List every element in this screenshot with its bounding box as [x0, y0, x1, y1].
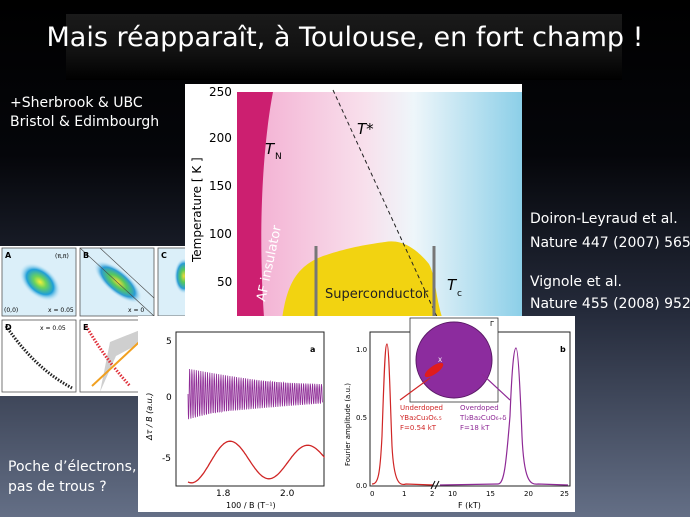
pd-label-tn: T — [265, 140, 276, 158]
panel-b-axis-break — [430, 480, 436, 490]
groups-line-1: +Sherbrook & UBC — [10, 95, 143, 111]
panel-a-oscillation-underdoped — [187, 440, 325, 484]
panel-b-xtick: 20 — [524, 490, 533, 498]
panel-a-xlabel: 100 / B (T⁻¹) — [226, 501, 276, 510]
panel-a-ytick: 0 — [166, 393, 172, 403]
pd-ylabel: Temperature [ K ] — [190, 157, 204, 263]
inset-gamma-label: Γ — [490, 320, 494, 328]
electron-pocket — [424, 362, 444, 378]
title-band — [66, 14, 622, 80]
arpes-corner-bottom: (0,0) — [4, 307, 18, 314]
pd-sc-dome — [281, 241, 447, 330]
arpes-panel-b: B x = 0 — [79, 247, 155, 317]
pd-ytick: 100 — [209, 227, 232, 241]
phase-diagram: 250 200 150 100 50 Temperature [ K ] T N… — [185, 84, 522, 331]
pd-ytick: 150 — [209, 179, 232, 193]
ref-doiron-authors: Doiron-Leyraud et al. — [530, 211, 678, 227]
panel-b-ytick: 0.0 — [356, 482, 367, 490]
pd-label-tstar: T* — [357, 120, 374, 138]
overdoped-compound: Tl₂Ba₂CuO₆₊δ — [459, 414, 507, 422]
panel-b-xtick: 0 — [370, 490, 374, 498]
panel-a-label: a — [310, 345, 315, 354]
pd-tstar-line — [332, 89, 444, 331]
arpes-corner-top: (π,π) — [55, 253, 69, 260]
arpes-label-c: C — [161, 251, 167, 260]
panel-b-label: b — [560, 345, 566, 354]
panel-b-peak-overdoped — [439, 347, 569, 486]
panel-b-peak-underdoped — [371, 343, 434, 486]
pd-label-tn-sub: N — [275, 152, 282, 162]
pd-ytick: 200 — [209, 131, 232, 145]
panel-a-ytick: -5 — [162, 454, 171, 464]
question-line-2: pas de trous ? — [8, 479, 107, 495]
panel-b-xtick: 1 — [402, 490, 406, 498]
arpes-panel-d: D x = 0.05 — [1, 319, 77, 393]
panel-b-xlabel: F (kT) — [458, 501, 481, 510]
oscillation-figure: a 5 0 -5 1.8 2.0 100 / B (T⁻¹) Δτ / B (a… — [138, 316, 575, 512]
panel-a-ytick: 5 — [166, 337, 172, 347]
overdoped-frequency: F=18 kT — [460, 424, 490, 432]
panel-b-axis-break — [434, 480, 440, 490]
panel-a-ylabel: Δτ / B (a.u.) — [145, 393, 154, 441]
panel-b-ytick: 0.5 — [356, 414, 367, 422]
arpes-label-b: B — [83, 251, 89, 260]
underdoped-label: Underdoped — [400, 404, 443, 412]
panel-a-oscillation — [187, 368, 323, 420]
groups-line-2: Bristol & Edimbourgh — [10, 114, 160, 130]
panel-b-xtick: 15 — [486, 490, 495, 498]
pd-ytick: 50 — [217, 275, 232, 289]
arpes-doping-b: x = 0 — [128, 307, 144, 314]
arpes-label-a: A — [5, 251, 12, 260]
underdoped-compound: YBa₂Cu₃O₆.₅ — [399, 414, 442, 422]
panel-b-xtick: 2 — [430, 490, 434, 498]
panel-b-xtick: 25 — [560, 490, 569, 498]
ref-vignole-authors: Vignole et al. — [530, 274, 622, 290]
arpes-label-e: E — [83, 323, 88, 332]
pd-ytick: 250 — [209, 85, 232, 99]
arpes-panel-a: A (π,π) (0,0) x = 0.05 — [1, 247, 77, 317]
ref-doiron-journal: Nature 447 (2007) 565. — [530, 235, 690, 251]
pd-label-tc-sub: c — [457, 289, 462, 299]
panel-b-xtick: 10 — [448, 490, 457, 498]
panel-a-xtick: 2.0 — [280, 489, 295, 499]
question-line-1: Poche d’électrons, — [8, 459, 137, 475]
arrow-overdoped — [481, 373, 511, 401]
panel-b-ylabel: Fourier amplitude (a.u.) — [344, 383, 352, 466]
arpes-doping-a: x = 0.05 — [48, 307, 74, 314]
inset-x-label: X — [438, 357, 442, 364]
panel-a-frame — [175, 331, 325, 487]
pd-af-region — [237, 92, 273, 330]
arpes-label-d: D — [5, 323, 12, 332]
panel-a-xtick: 1.8 — [216, 489, 231, 499]
fermi-surface-circle — [415, 321, 493, 399]
panel-b-ytick: 1.0 — [356, 346, 367, 354]
pd-label-tc: T — [447, 276, 458, 294]
underdoped-frequency: F=0.54 kT — [400, 424, 437, 432]
ref-vignole-journal: Nature 455 (2008) 952. — [530, 296, 690, 312]
overdoped-label: Overdoped — [460, 404, 499, 412]
arrow-underdoped — [399, 377, 431, 401]
arpes-doping-d: x = 0.05 — [40, 325, 66, 332]
pd-label-sc: Superconductor — [325, 287, 429, 302]
slide-title: Mais réapparaît, à Toulouse, en fort cha… — [46, 22, 644, 53]
